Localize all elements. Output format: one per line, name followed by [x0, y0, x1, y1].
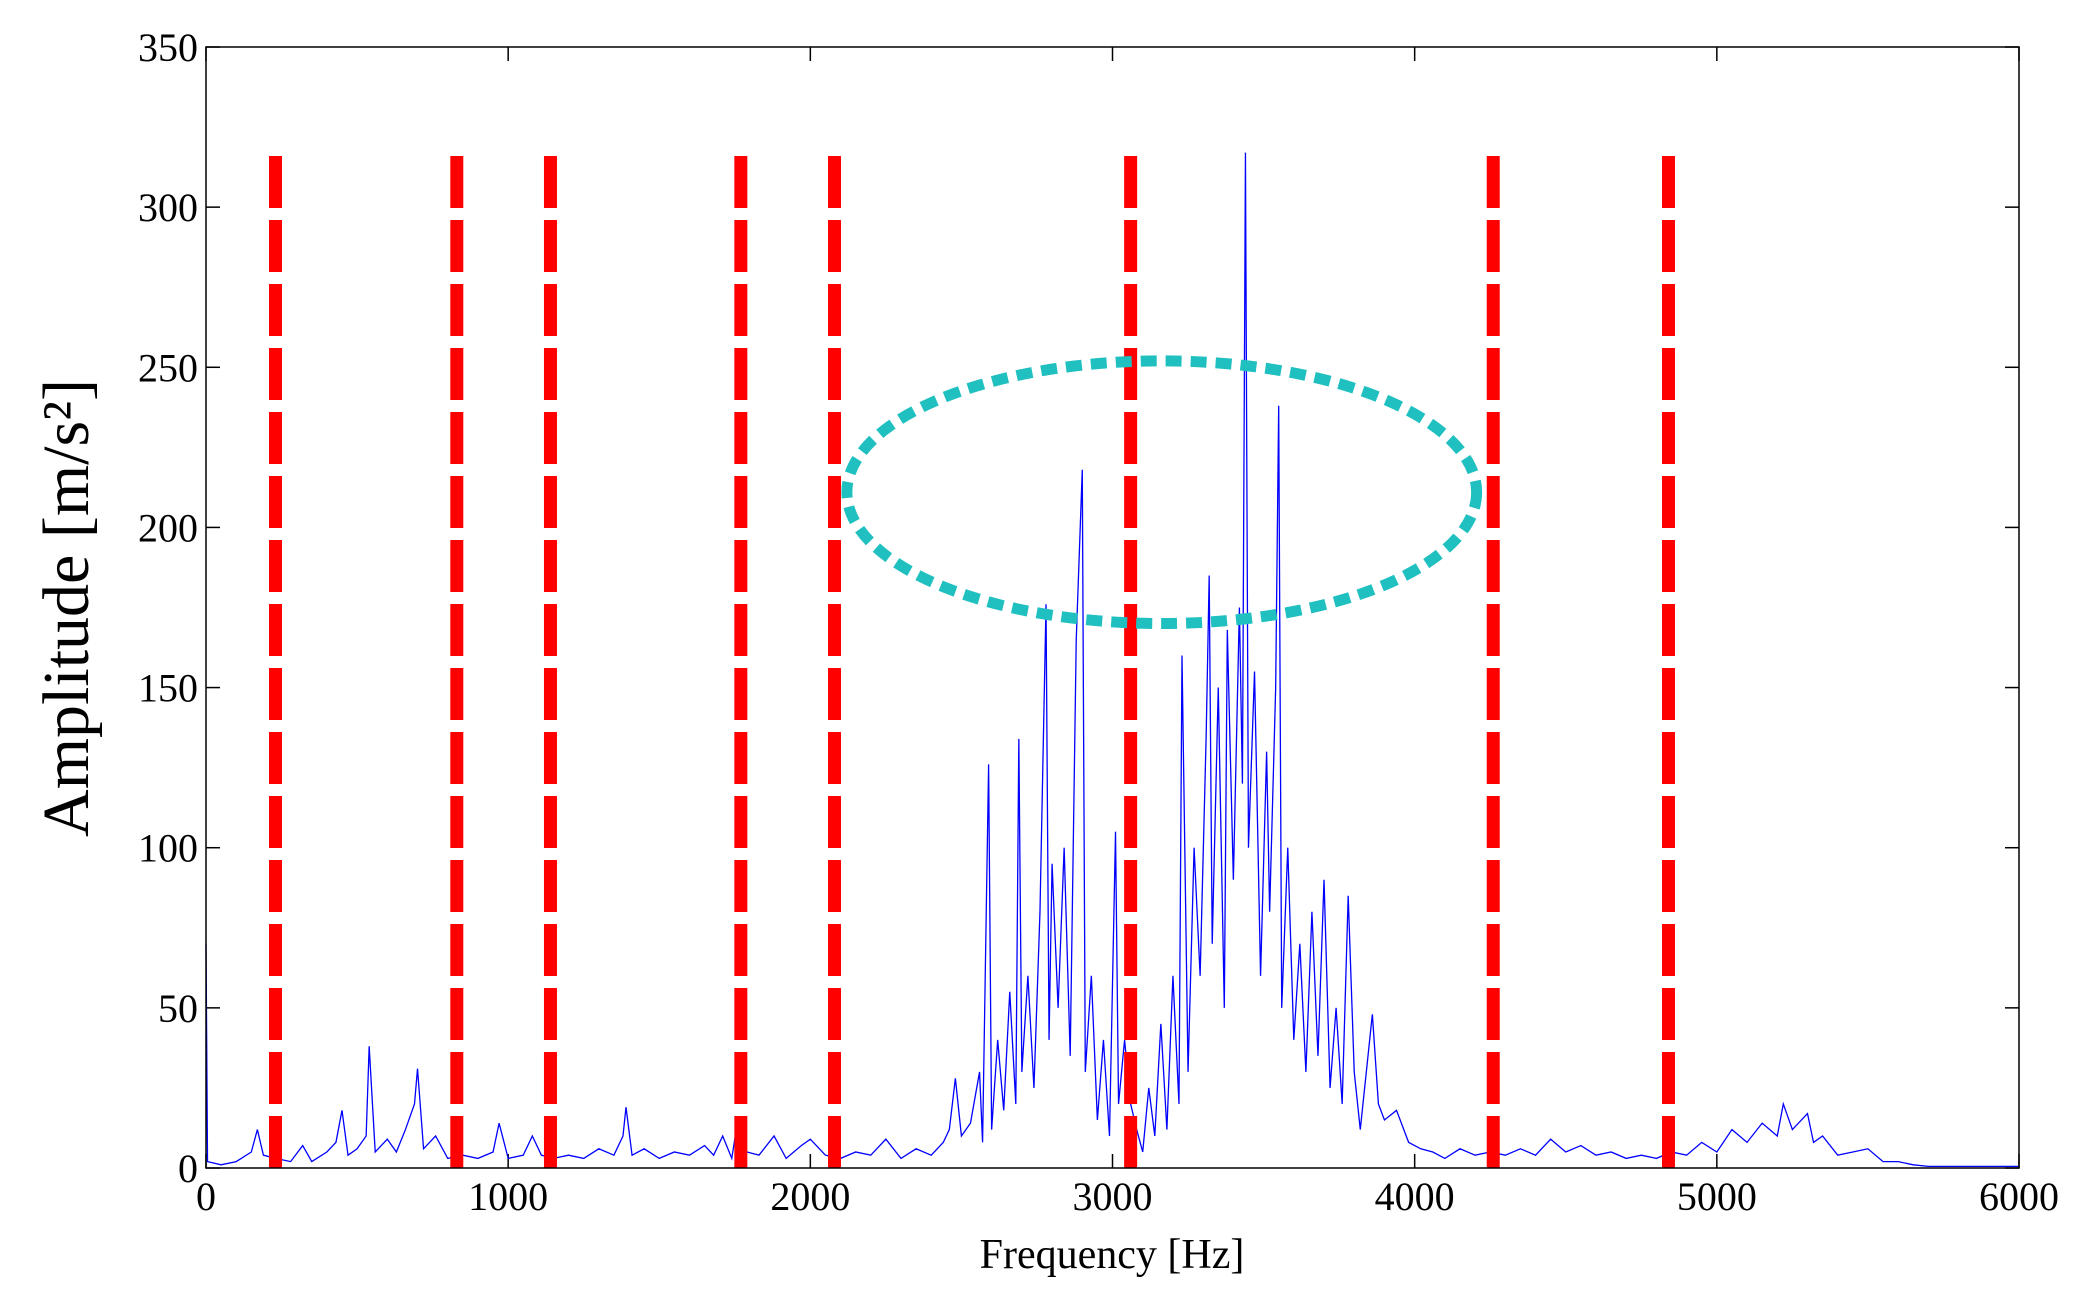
y-tick-label: 150 [138, 666, 198, 711]
plot-frame [205, 46, 2020, 1169]
x-axis-label: Frequency [Hz] [980, 1232, 1245, 1278]
x-tick-label: 5000 [1677, 1174, 1757, 1219]
y-tick-label: 200 [138, 505, 198, 550]
x-tick-label: 1000 [468, 1174, 548, 1219]
y-tick-label: 0 [178, 1146, 198, 1191]
highlight-ellipse [841, 355, 1483, 630]
y-tick-label: 350 [138, 25, 198, 70]
x-tick-label: 4000 [1375, 1174, 1455, 1219]
x-tick-label: 0 [196, 1174, 216, 1219]
x-tick-label: 6000 [1979, 1174, 2059, 1219]
y-tick-label: 250 [138, 345, 198, 390]
y-axis-label: Amplitude [m/s²] [30, 379, 103, 837]
y-tick-label: 100 [138, 826, 198, 871]
x-tick-label: 3000 [1073, 1174, 1153, 1219]
y-tick-label: 50 [158, 986, 198, 1031]
spectrum-line [205, 152, 2019, 1168]
y-tick-label: 300 [138, 185, 198, 230]
x-tick-label: 2000 [770, 1174, 850, 1219]
